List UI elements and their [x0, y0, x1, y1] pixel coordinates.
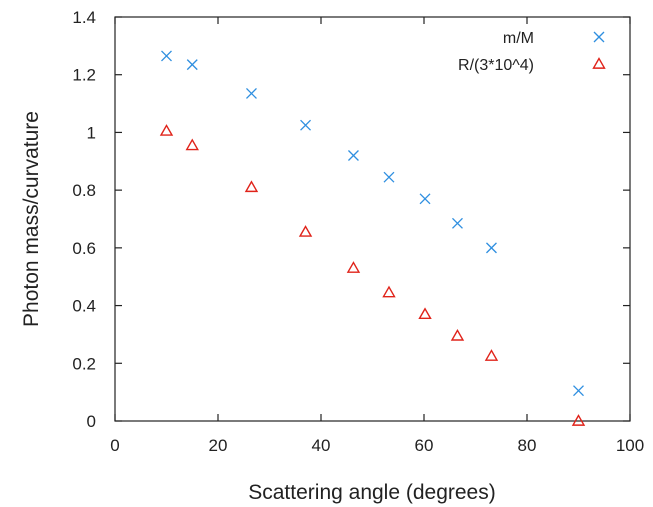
x-tick-label: 100 [616, 436, 644, 455]
y-tick-label: 1.4 [72, 8, 96, 27]
plot-frame [114, 16, 631, 422]
x-marker-point [419, 193, 431, 205]
legend-label: m/M [503, 30, 534, 47]
y-tick-label: 0.6 [72, 239, 96, 258]
triangle-marker-point [571, 414, 586, 426]
triangle-marker-point [185, 138, 199, 151]
series-1 [161, 50, 584, 397]
x-marker-point [383, 171, 395, 183]
x-marker-point [161, 50, 172, 62]
triangle-marker-point [159, 124, 174, 136]
x-marker-point [246, 88, 257, 99]
data-points [159, 50, 586, 426]
x-tick-label: 40 [312, 436, 331, 455]
triangle-marker-point [484, 349, 499, 361]
x-marker-point [300, 119, 312, 131]
y-tick-label: 1.2 [72, 66, 96, 85]
x-tick-label: 60 [415, 436, 434, 455]
x-marker-point [486, 242, 497, 254]
legend-marker [593, 31, 605, 43]
x-tick-label: 0 [110, 436, 119, 455]
triangle-marker-point [298, 225, 313, 237]
y-tick-label: 0.8 [72, 181, 96, 200]
legend: m/M R/(3*10^4) [458, 30, 606, 74]
x-marker-point [186, 59, 198, 71]
x-tick-label: 20 [209, 436, 228, 455]
x-axis-title: Scattering angle (degrees) [248, 481, 495, 504]
y-tick-label: 0.4 [72, 297, 96, 316]
x-marker-point [347, 150, 359, 161]
triangle-marker-point [450, 328, 465, 341]
x-marker-point [452, 217, 463, 229]
legend-label: R/(3*10^4) [458, 57, 534, 74]
triangle-marker-point [346, 261, 361, 273]
axis-tick-labels: 0 20 40 60 80 100 0 0.2 0.4 0.6 0.8 1 1.2 1.4 [72, 8, 644, 455]
axis-ticks [114, 16, 631, 422]
y-tick-label: 0.2 [72, 354, 96, 373]
y-tick-label: 0 [87, 412, 96, 431]
y-axis-title: Photon mass/curvature [20, 111, 43, 327]
series-2 [159, 124, 586, 426]
triangle-marker-point [418, 307, 432, 320]
legend-marker [592, 57, 606, 69]
triangle-marker-point [382, 285, 396, 298]
x-tick-label: 80 [518, 436, 537, 455]
x-marker-point [573, 385, 584, 397]
triangle-marker-point [244, 180, 259, 193]
y-tick-label: 1 [87, 123, 96, 142]
